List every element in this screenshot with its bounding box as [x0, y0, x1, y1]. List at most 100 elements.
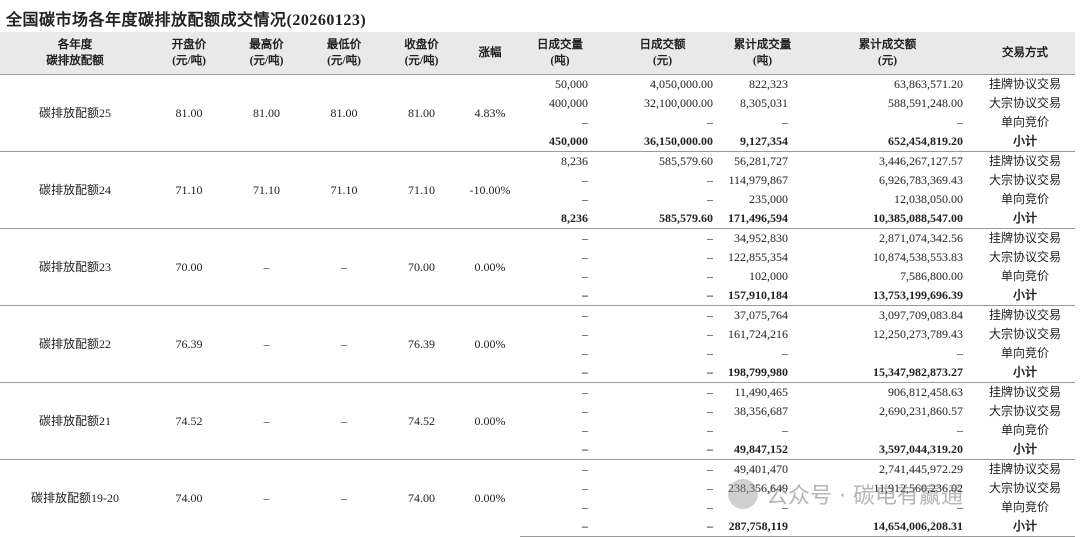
value-cell: 585,579.60	[659, 211, 713, 225]
trade-table: 各年度 碳排放配额 开盘价 (元/吨) 最高价 (元/吨) 最低价 (元/吨) 收盘价 (元/吨)…	[0, 32, 1075, 537]
value-cell: 198,799,980	[728, 365, 788, 379]
value-cell: –	[582, 500, 588, 514]
table-row: – – – – 单向竞价	[0, 421, 1075, 440]
value-cell: –	[600, 305, 725, 325]
value-cell: 906,812,458.63	[800, 382, 975, 402]
cell-open: 74.00	[150, 459, 228, 537]
cell-open: 76.39	[150, 305, 228, 383]
method-cell: 挂牌协议交易	[975, 151, 1075, 171]
value-cell: –	[600, 517, 725, 537]
table-row: 400,000 32,100,000.00 8,305,031 588,591,248…	[0, 94, 1075, 113]
cell-name: 碳排放配额23	[0, 228, 150, 306]
cell-high: 71.10	[228, 151, 305, 229]
value-cell: 4,050,000.00	[600, 74, 725, 94]
value-cell: –	[582, 250, 588, 264]
value-cell: –	[707, 346, 713, 360]
cell-low: –	[305, 382, 383, 460]
value-cell: 49,401,470	[725, 459, 800, 479]
value-cell: –	[957, 346, 963, 360]
value-cell: 588,591,248.00	[888, 96, 963, 110]
header-cell: 最高价 (元/吨)	[228, 32, 305, 75]
header-text: 累计成交额	[858, 39, 917, 51]
cell-open: 81.00	[150, 74, 228, 152]
method-cell: 大宗协议交易	[988, 173, 1061, 187]
header-text: 碳排放配额	[46, 55, 104, 67]
value-cell: –	[707, 269, 713, 283]
cell-change: 4.83%	[460, 74, 520, 152]
value-cell: 49,847,152	[734, 442, 788, 456]
method-cell: 小计	[1012, 442, 1037, 456]
cell-change: 0.00%	[460, 459, 520, 537]
header-text: (元/吨)	[249, 55, 284, 67]
table-row: 8,236 585,579.60 171,496,594 10,385,088,547…	[0, 209, 1075, 229]
cell-change: -10.00%	[460, 151, 520, 229]
cell-high: 81.00	[228, 74, 305, 152]
method-cell: 大宗协议交易	[988, 250, 1061, 264]
value-cell: –	[707, 327, 713, 341]
value-cell: –	[707, 404, 713, 418]
value-cell: 2,741,445,972.29	[800, 459, 975, 479]
table-row: – – 157,910,184 13,753,199,696.39 小计	[0, 286, 1075, 306]
table-row: – – 38,356,687 2,690,231,860.57 大宗协议交易	[0, 402, 1075, 421]
value-cell: –	[582, 365, 588, 379]
value-cell: –	[707, 288, 713, 302]
cell-name: 碳排放配额25	[0, 74, 150, 152]
cell-close: 76.39	[383, 305, 460, 383]
value-cell: –	[582, 288, 588, 302]
header-text: (元/吨)	[327, 55, 361, 67]
method-cell: 小计	[975, 517, 1075, 537]
header-row: 各年度 碳排放配额 开盘价 (元/吨) 最高价 (元/吨) 最低价 (元/吨) 收盘价 (元/吨)…	[0, 32, 1075, 75]
value-cell: –	[520, 517, 600, 537]
cell-low: –	[305, 459, 383, 537]
value-cell: 161,724,216	[728, 327, 788, 341]
value-cell: –	[707, 423, 713, 437]
table-row: – – 49,847,152 3,597,044,319.20 小计	[0, 440, 1075, 460]
value-cell: 585,579.60	[600, 151, 725, 171]
header-text: (元/吨)	[404, 55, 439, 67]
value-cell: 400,000	[549, 96, 588, 110]
value-cell: –	[582, 115, 588, 129]
method-cell: 小计	[1012, 288, 1037, 302]
value-cell: –	[957, 115, 963, 129]
value-cell: –	[582, 423, 588, 437]
header-text: 涨幅	[478, 47, 502, 59]
table-row: – – – – 单向竞价	[0, 344, 1075, 363]
value-cell: –	[707, 173, 713, 187]
value-cell: –	[957, 423, 963, 437]
header-text: (吨)	[550, 55, 570, 67]
cell-name: 碳排放配额19-20	[0, 459, 150, 537]
table-row: – –287,758,119 14,654,006,208.31 小计	[0, 517, 1075, 537]
value-cell: 171,496,594	[728, 211, 788, 225]
cell-open: 71.10	[150, 151, 228, 229]
cell-close: 71.10	[383, 151, 460, 229]
value-cell: 12,038,050.00	[894, 192, 963, 206]
method-cell: 大宗协议交易	[988, 96, 1061, 110]
value-cell: 56,281,727	[725, 151, 800, 171]
cell-low: 71.10	[305, 151, 383, 229]
cell-open: 70.00	[150, 228, 228, 306]
value-cell: –	[707, 365, 713, 379]
method-cell: 挂牌协议交易	[975, 305, 1075, 325]
table-row: 碳排放配额19-20 74.00– –74.00 0.00% – –49,401,470 2…	[0, 459, 1075, 537]
header-cell: 累计成交量 (吨)	[725, 32, 800, 75]
value-cell: 287,758,119	[725, 517, 800, 537]
method-cell: 大宗协议交易	[988, 327, 1061, 341]
value-cell: –	[707, 481, 713, 495]
value-cell: –	[582, 346, 588, 360]
value-cell: 50,000	[520, 74, 600, 94]
value-cell: –	[582, 442, 588, 456]
method-cell: 小计	[1012, 134, 1037, 148]
header-text: (元/吨)	[172, 55, 206, 67]
cell-low: 81.00	[305, 74, 383, 152]
header-text: 收盘价	[404, 39, 439, 51]
value-cell: –	[782, 346, 788, 360]
method-cell: 小计	[1012, 365, 1037, 379]
method-cell: 单向竞价	[1000, 269, 1049, 283]
value-cell: 10,385,088,547.00	[873, 211, 963, 225]
value-cell: –	[782, 423, 788, 437]
value-cell: 8,236	[561, 211, 588, 225]
value-cell: 652,454,819.20	[888, 134, 963, 148]
value-cell: 15,347,982,873.27	[873, 365, 963, 379]
value-cell: 6,926,783,369.43	[879, 173, 963, 187]
